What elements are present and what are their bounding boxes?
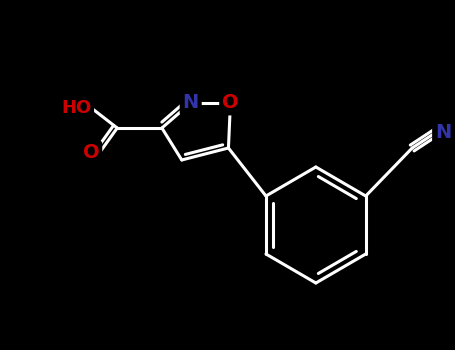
Text: O: O	[83, 144, 99, 162]
Text: N: N	[435, 124, 451, 142]
Text: HO: HO	[61, 99, 91, 117]
Text: O: O	[222, 93, 239, 112]
Text: N: N	[182, 93, 199, 112]
